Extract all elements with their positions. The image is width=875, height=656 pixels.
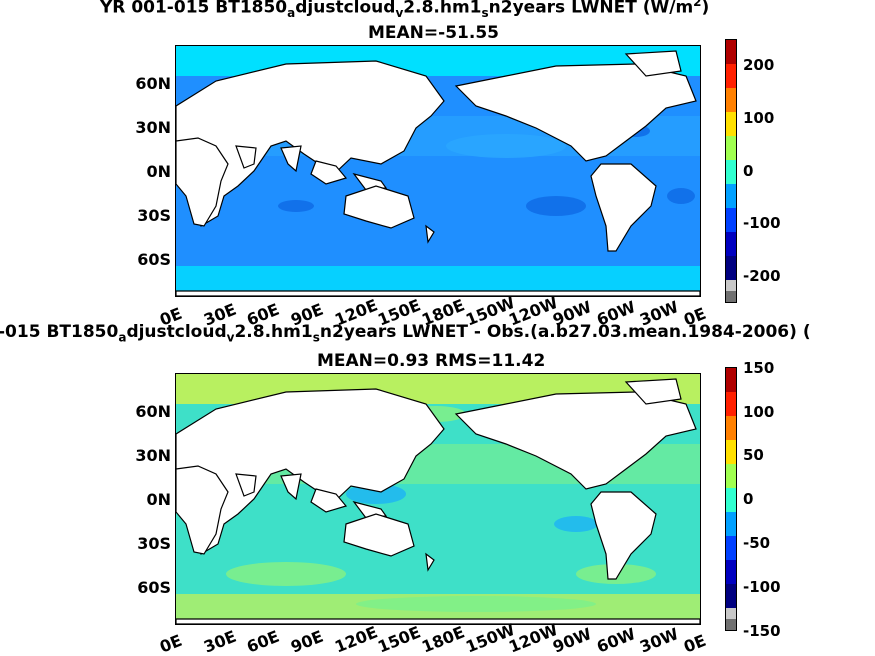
lon-tick-label: 90E bbox=[288, 626, 326, 656]
anomaly-blob bbox=[278, 200, 314, 212]
land-mass bbox=[425, 552, 435, 572]
colorbar-segment bbox=[726, 392, 736, 417]
land-mass bbox=[235, 145, 257, 169]
panel2-colorbar bbox=[725, 367, 737, 631]
lon-tick-label: 180E bbox=[419, 622, 468, 656]
panel1-lat-tick: 30S bbox=[137, 206, 171, 225]
land-mass bbox=[624, 378, 682, 405]
panel2-lat-tick: 60S bbox=[137, 578, 171, 597]
lon-tick-label: 120E bbox=[331, 622, 380, 656]
land-mass bbox=[235, 473, 257, 497]
land-mass bbox=[176, 465, 229, 555]
land-mass bbox=[454, 391, 697, 490]
panel2-map-field bbox=[176, 374, 700, 624]
colorbar-segment bbox=[726, 88, 736, 113]
panel1-colorbar-tick: -100 bbox=[743, 214, 781, 232]
panel2-colorbar-tick: -100 bbox=[743, 578, 781, 596]
land-mass bbox=[280, 145, 302, 173]
anomaly-blob bbox=[356, 596, 596, 612]
colorbar-segment bbox=[726, 184, 736, 209]
panel2-lat-tick: 30S bbox=[137, 534, 171, 553]
panel1-lat-tick: 30N bbox=[135, 118, 171, 137]
panel2-lat-tick: 0N bbox=[146, 490, 171, 509]
colorbar-segment bbox=[726, 440, 736, 465]
anomaly-blob bbox=[526, 196, 586, 216]
lon-tick-label: 150E bbox=[375, 622, 424, 656]
colorbar-segment bbox=[726, 136, 736, 161]
anomaly-blob bbox=[554, 516, 598, 532]
colorbar-segment bbox=[726, 488, 736, 513]
land-mass bbox=[343, 185, 415, 229]
anomaly-blob bbox=[667, 188, 695, 204]
lon-tick-label: 0E bbox=[681, 630, 709, 656]
panel2-colorbar-tick: 150 bbox=[743, 359, 775, 377]
panel1-lat-tick: 60S bbox=[137, 250, 171, 269]
panel1-map-field bbox=[176, 46, 700, 296]
land-mass bbox=[176, 618, 700, 624]
panel2-title: -015 BT1850adjustcloudv2.8.hm1sn2years L… bbox=[0, 322, 811, 345]
land-mass bbox=[176, 137, 229, 227]
panel1-lat-tick: 60N bbox=[135, 74, 171, 93]
colorbar-segment bbox=[726, 256, 736, 281]
lon-tick-label: 30W bbox=[637, 624, 682, 656]
panel1-colorbar-tick: 0 bbox=[743, 162, 754, 180]
land-mass bbox=[425, 224, 435, 244]
colorbar-segment bbox=[726, 464, 736, 489]
panel2-colorbar-tick: -150 bbox=[743, 622, 781, 640]
lon-tick-label: 30E bbox=[200, 626, 239, 656]
panel2-colorbar-tick: 50 bbox=[743, 446, 764, 464]
land-mass bbox=[624, 50, 682, 77]
land-mass bbox=[343, 513, 415, 557]
land-mass bbox=[176, 290, 700, 296]
panel2-lat-tick: 60N bbox=[135, 402, 171, 421]
colorbar-segment bbox=[726, 40, 736, 65]
panel2-colorbar-tick: 100 bbox=[743, 403, 775, 421]
lon-tick-label: 0E bbox=[157, 630, 185, 656]
anomaly-blob bbox=[226, 562, 346, 586]
colorbar-segment bbox=[726, 608, 736, 619]
panel2-colorbar-tick: 0 bbox=[743, 490, 754, 508]
panel1-lat-tick: 0N bbox=[146, 162, 171, 181]
panel1-colorbar-tick: -200 bbox=[743, 267, 781, 285]
lon-tick-label: 60E bbox=[244, 626, 283, 656]
colorbar-segment bbox=[726, 208, 736, 233]
colorbar-segment bbox=[726, 232, 736, 257]
colorbar-segment bbox=[726, 512, 736, 537]
panel2-lat-tick: 30N bbox=[135, 446, 171, 465]
panel2-colorbar-tick: -50 bbox=[743, 534, 771, 552]
land-mass bbox=[280, 473, 302, 501]
land-mass bbox=[454, 63, 697, 162]
colorbar-segment bbox=[726, 536, 736, 561]
lon-tick-label: 60W bbox=[593, 624, 638, 656]
land-mass bbox=[590, 491, 657, 580]
colorbar-segment bbox=[726, 416, 736, 441]
panel1-colorbar-tick: 100 bbox=[743, 109, 775, 127]
colorbar-segment bbox=[726, 112, 736, 137]
colorbar-segment bbox=[726, 280, 736, 291]
panel1-title: YR 001-015 BT1850adjustcloudv2.8.hm1sn2y… bbox=[100, 0, 710, 21]
panel1-subtitle: MEAN=-51.55 bbox=[368, 23, 499, 43]
land-mass bbox=[310, 160, 348, 185]
colorbar-segment bbox=[726, 64, 736, 89]
colorbar-segment bbox=[726, 160, 736, 185]
colorbar-segment bbox=[726, 291, 736, 302]
anomaly-blob bbox=[446, 134, 566, 158]
panel2-map bbox=[175, 373, 701, 625]
colorbar-segment bbox=[726, 560, 736, 585]
land-mass bbox=[590, 163, 657, 252]
panel1-map bbox=[175, 45, 701, 297]
colorbar-segment bbox=[726, 368, 736, 393]
colorbar-segment bbox=[726, 619, 736, 630]
panel1-colorbar bbox=[725, 39, 737, 303]
panel1-colorbar-tick: 200 bbox=[743, 56, 775, 74]
anomaly-blob bbox=[346, 484, 406, 504]
panel2-subtitle: MEAN=0.93 RMS=11.42 bbox=[317, 351, 546, 371]
land-mass bbox=[310, 488, 348, 513]
colorbar-segment bbox=[726, 584, 736, 609]
